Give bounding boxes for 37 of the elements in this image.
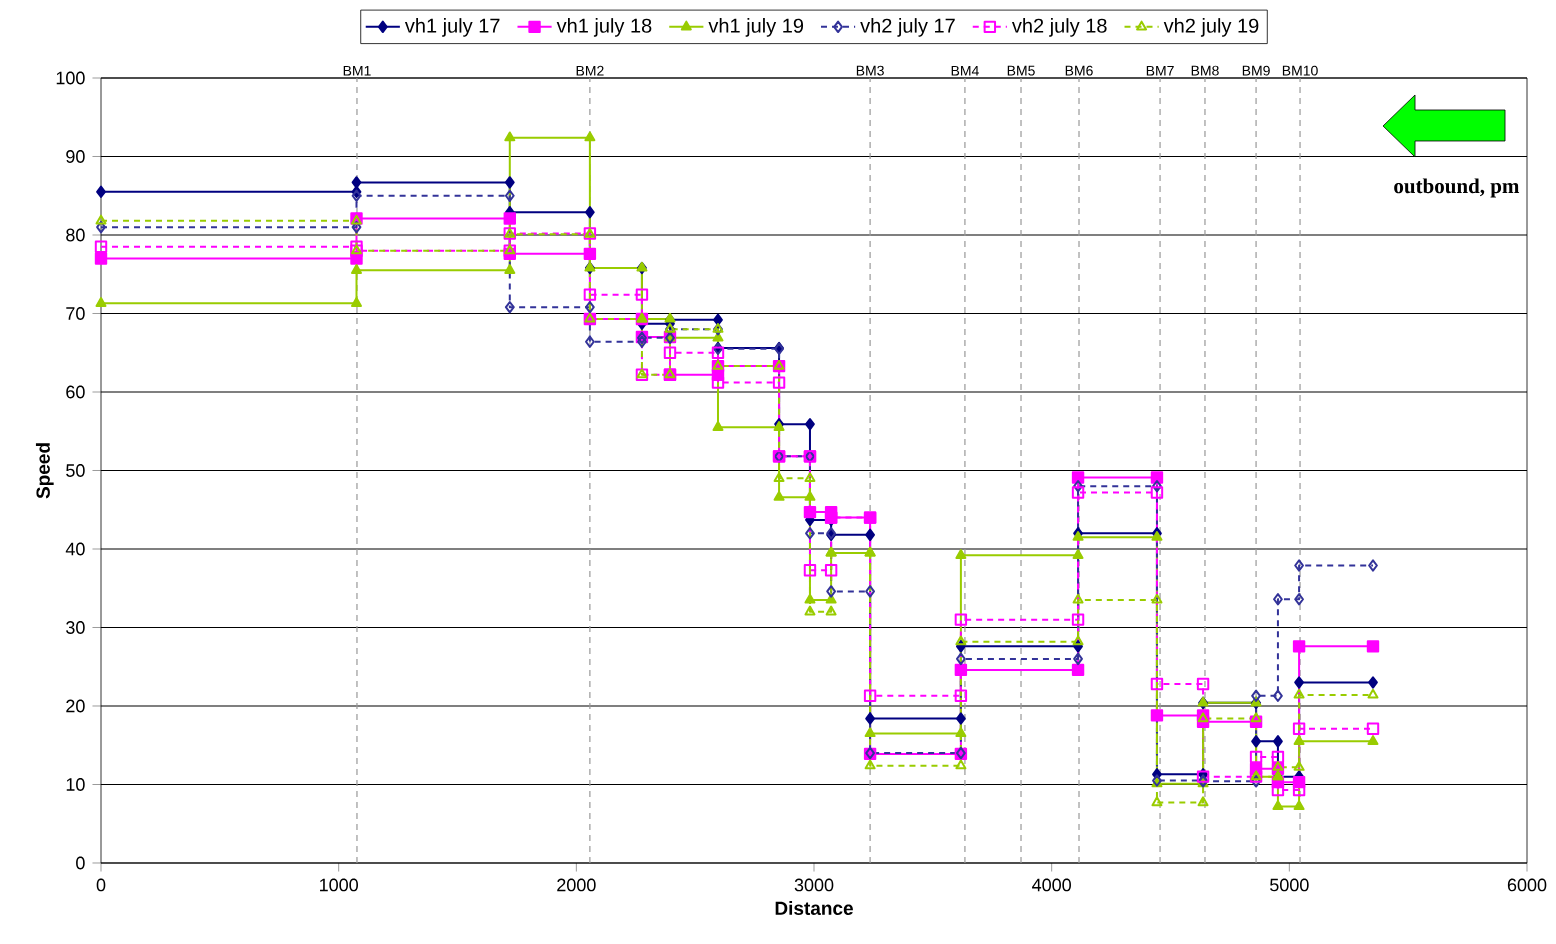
x-tick-label: 0 <box>96 878 106 892</box>
ref-line-label: BM6 <box>1065 65 1093 76</box>
ref-line-label: BM8 <box>1191 65 1219 76</box>
legend-label: vh1 july 18 <box>556 18 652 37</box>
x-tick-label: 2000 <box>557 878 596 892</box>
x-tick-label: 6000 <box>1507 878 1547 892</box>
ref-line-label: BM10 <box>1282 65 1318 76</box>
legend-label: vh1 july 19 <box>708 18 804 37</box>
ref-line-label: BM1 <box>343 65 371 76</box>
y-tick-label: 90 <box>66 150 85 163</box>
ref-line-label: BM9 <box>1242 65 1270 76</box>
x-axis-title: Distance <box>775 901 853 916</box>
y-tick-label: 10 <box>66 778 85 791</box>
x-tick-label: 4000 <box>1032 878 1071 892</box>
ref-line-label: BM5 <box>1007 65 1035 76</box>
y-tick-label: 30 <box>66 621 85 634</box>
y-tick-label: 40 <box>65 542 85 556</box>
x-tick-label: 3000 <box>794 878 834 892</box>
y-tick-label: 100 <box>56 71 85 85</box>
ref-line-label: BM4 <box>951 65 979 76</box>
x-tick-label: 5000 <box>1270 878 1309 892</box>
y-tick-label: 20 <box>66 699 85 713</box>
y-tick-label: 70 <box>66 307 85 320</box>
ref-line-label: BM7 <box>1146 65 1174 76</box>
ref-line-label: BM3 <box>856 65 884 76</box>
legend-label: vh2 july 17 <box>860 18 955 37</box>
legend-label: vh2 july 19 <box>1163 18 1259 37</box>
y-tick-label: 0 <box>76 856 85 870</box>
annotation: outbound, pm <box>1394 178 1520 198</box>
ref-line-label: BM2 <box>576 65 604 76</box>
legend-label: vh1 july 17 <box>404 18 500 37</box>
legend-label: vh2 july 18 <box>1011 18 1107 37</box>
y-axis-title: Speed <box>35 443 54 499</box>
y-tick-label: 80 <box>66 228 85 242</box>
x-tick-label: 1000 <box>320 878 358 892</box>
y-tick-label: 60 <box>66 385 85 399</box>
y-tick-label: 50 <box>66 464 85 477</box>
